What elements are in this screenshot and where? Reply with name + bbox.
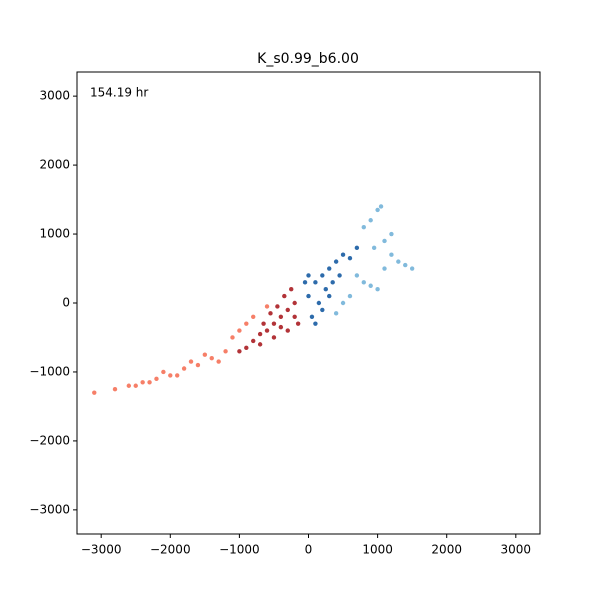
point xyxy=(282,293,287,299)
point xyxy=(375,287,380,292)
point xyxy=(230,335,235,340)
point xyxy=(333,311,339,316)
point xyxy=(382,238,387,244)
point xyxy=(302,280,308,285)
y-tick-label: −2000 xyxy=(29,433,70,447)
point xyxy=(278,314,284,319)
point xyxy=(188,359,194,364)
point xyxy=(389,252,394,257)
point xyxy=(389,231,394,237)
point xyxy=(323,287,328,292)
point xyxy=(223,349,228,354)
point xyxy=(264,304,270,309)
point xyxy=(264,328,270,333)
point xyxy=(268,311,273,316)
point xyxy=(340,252,346,257)
point xyxy=(112,386,118,392)
point xyxy=(168,373,173,378)
x-tick-label: −1000 xyxy=(219,543,260,557)
point xyxy=(361,224,366,230)
point xyxy=(371,245,377,251)
point xyxy=(361,280,366,285)
point xyxy=(295,321,301,326)
point xyxy=(209,355,214,361)
point xyxy=(409,266,415,271)
point xyxy=(292,300,297,306)
point xyxy=(368,218,373,223)
annotation: 154.19 hr xyxy=(90,86,148,100)
y-tick-label: 2000 xyxy=(39,158,70,172)
point xyxy=(313,280,318,285)
point xyxy=(396,259,401,264)
point xyxy=(347,255,353,261)
point xyxy=(320,307,325,313)
point xyxy=(251,314,256,319)
point xyxy=(271,321,277,326)
point xyxy=(161,369,166,375)
point xyxy=(271,335,277,340)
x-tick-label: 1000 xyxy=(362,543,393,557)
point xyxy=(126,383,132,388)
point xyxy=(237,349,242,354)
point xyxy=(316,300,322,306)
point xyxy=(147,380,152,385)
point xyxy=(244,321,249,326)
point xyxy=(306,273,311,278)
chart-title: K_s0.99_b6.00 xyxy=(257,51,359,67)
y-tick-label: −1000 xyxy=(29,364,70,378)
point xyxy=(257,342,263,347)
point xyxy=(175,373,180,378)
point xyxy=(330,280,335,285)
y-tick-label: 0 xyxy=(62,296,70,310)
point xyxy=(403,262,408,268)
point xyxy=(92,390,97,395)
x-tick-label: 3000 xyxy=(501,543,532,557)
point xyxy=(292,314,297,319)
point xyxy=(237,328,242,333)
point xyxy=(347,293,353,299)
point xyxy=(327,266,332,271)
point xyxy=(202,352,208,357)
x-tick-label: −3000 xyxy=(81,543,122,557)
point xyxy=(354,245,360,251)
point xyxy=(320,273,325,278)
point xyxy=(354,273,360,278)
point xyxy=(285,307,290,313)
point xyxy=(337,273,342,278)
point xyxy=(140,380,145,385)
x-tick-label: 2000 xyxy=(431,543,462,557)
point xyxy=(378,204,384,209)
point xyxy=(216,359,221,364)
point xyxy=(327,293,332,299)
y-tick-label: −3000 xyxy=(29,502,70,516)
point xyxy=(251,338,256,344)
point xyxy=(340,300,346,306)
point xyxy=(275,304,280,309)
plot-frame xyxy=(76,71,541,535)
y-tick-label: 3000 xyxy=(39,89,70,103)
point xyxy=(133,383,138,388)
point xyxy=(278,324,284,330)
point xyxy=(289,287,294,292)
point xyxy=(368,283,373,288)
point xyxy=(285,328,290,333)
x-tick-label: −2000 xyxy=(150,543,191,557)
y-tick-label: 1000 xyxy=(39,227,70,241)
point xyxy=(313,321,318,326)
point xyxy=(261,321,266,326)
point xyxy=(382,266,387,271)
point xyxy=(306,293,311,299)
point xyxy=(309,314,315,319)
point xyxy=(333,259,339,264)
point xyxy=(181,366,187,371)
point xyxy=(257,331,263,337)
point xyxy=(195,362,201,368)
point xyxy=(244,345,249,351)
x-tick-label: 0 xyxy=(305,543,313,557)
point xyxy=(154,376,159,382)
point xyxy=(375,207,380,213)
